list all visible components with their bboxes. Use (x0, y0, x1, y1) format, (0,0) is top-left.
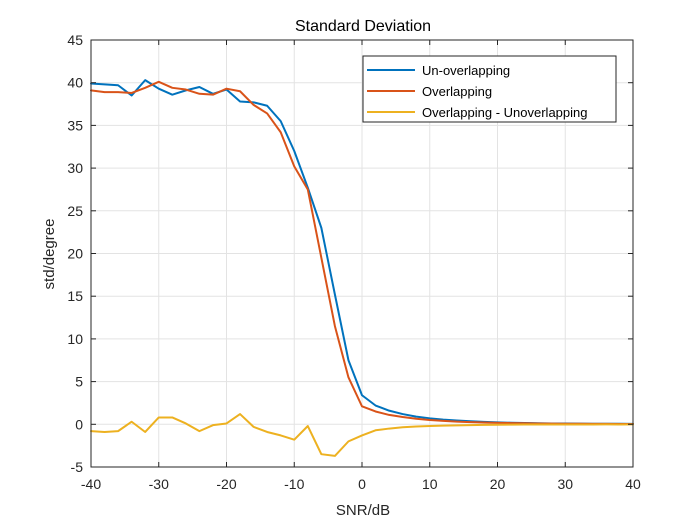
legend-label-3: Overlapping - Unoverlapping (422, 105, 587, 120)
y-tick-label: 40 (67, 75, 83, 91)
y-tick-label: 5 (75, 374, 83, 390)
y-tick-label: 0 (75, 416, 83, 432)
y-tick-label: 10 (67, 331, 83, 347)
y-tick-label: 25 (67, 203, 83, 219)
x-tick-label: -40 (81, 476, 101, 492)
y-tick-label: 35 (67, 117, 83, 133)
legend-label-1: Un-overlapping (422, 63, 510, 78)
y-tick-labels: -5 0 5 10 15 20 25 30 35 40 45 (67, 32, 83, 475)
chart-title: Standard Deviation (295, 18, 431, 35)
x-tick-label: 20 (490, 476, 506, 492)
legend: Un-overlapping Overlapping Overlapping - U… (362, 55, 617, 123)
y-tick-label: 45 (67, 32, 83, 48)
x-tick-label: -30 (149, 476, 169, 492)
x-tick-labels: -40 -30 -20 -10 0 10 20 30 40 (81, 476, 641, 492)
series-layer (90, 79, 634, 457)
y-tick-label: 15 (67, 288, 83, 304)
x-tick-label: -20 (216, 476, 236, 492)
x-tick-label: 10 (422, 476, 438, 492)
y-tick-label: 30 (67, 160, 83, 176)
y-tick-label: 20 (67, 246, 83, 262)
y-tick-label: -5 (71, 459, 84, 475)
ticks (90, 39, 634, 468)
x-tick-label: -10 (284, 476, 304, 492)
x-axis-label: SNR/dB (336, 502, 390, 519)
x-tick-label: 40 (625, 476, 641, 492)
y-axis-label: std/degree (41, 219, 58, 290)
legend-label-2: Overlapping (422, 84, 492, 99)
series-line-3 (90, 413, 634, 457)
x-tick-label: 0 (358, 476, 366, 492)
x-tick-label: 30 (557, 476, 573, 492)
